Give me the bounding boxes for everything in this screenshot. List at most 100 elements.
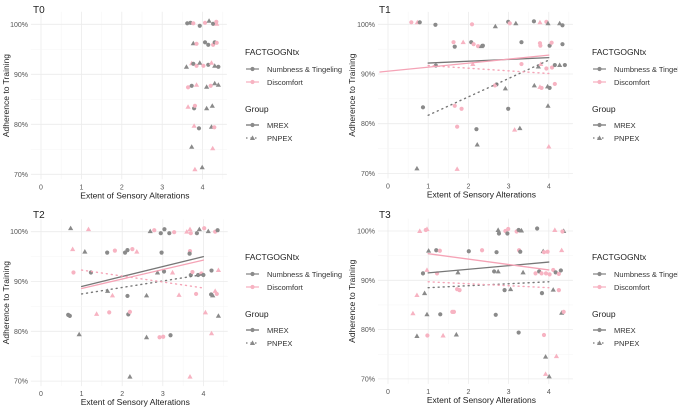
data-point bbox=[539, 291, 545, 296]
data-point bbox=[187, 251, 192, 256]
y-tick-label: 70% bbox=[361, 171, 375, 178]
data-point bbox=[557, 62, 563, 68]
data-point bbox=[161, 334, 166, 339]
y-tick-label: 100% bbox=[10, 22, 28, 29]
legend-title-group: Group bbox=[245, 104, 269, 114]
data-point bbox=[68, 225, 74, 231]
data-point bbox=[538, 61, 544, 67]
data-point bbox=[474, 127, 479, 132]
trend-line bbox=[427, 56, 550, 64]
panel-t2: T2 0 1 2 3 4 70% 80% 90% 100% Extent of Sensory Al… bbox=[1, 210, 342, 407]
data-point bbox=[67, 313, 72, 318]
data-point bbox=[82, 249, 88, 254]
data-point bbox=[519, 61, 524, 67]
data-point bbox=[479, 248, 485, 253]
data-point bbox=[134, 249, 140, 254]
legend-key-marker bbox=[597, 327, 602, 333]
y-axis-title: Adherence to Training bbox=[1, 261, 11, 344]
x-tick-label: 2 bbox=[466, 183, 470, 190]
panel-title: T1 bbox=[379, 5, 391, 16]
x-axis-title: Extent of Sensory Alterations bbox=[80, 190, 189, 200]
data-point bbox=[451, 309, 457, 314]
legend-item: MREX bbox=[614, 326, 636, 335]
data-point bbox=[188, 231, 193, 236]
data-point bbox=[105, 250, 110, 255]
data-point bbox=[187, 374, 193, 379]
data-point bbox=[531, 82, 537, 88]
x-tick-label: 3 bbox=[161, 391, 165, 398]
data-point bbox=[513, 20, 519, 26]
data-point bbox=[556, 288, 561, 293]
data-point bbox=[553, 353, 560, 359]
data-point bbox=[543, 271, 549, 276]
grid bbox=[377, 218, 573, 384]
data-point bbox=[196, 226, 202, 232]
data-point bbox=[193, 82, 200, 87]
data-point bbox=[127, 309, 133, 314]
data-point bbox=[147, 228, 153, 234]
data-point bbox=[414, 165, 420, 171]
y-tick-label: 100% bbox=[357, 22, 375, 29]
x-tick-label: 0 bbox=[39, 184, 43, 191]
data-point bbox=[434, 248, 439, 253]
x-tick-label: 4 bbox=[201, 391, 205, 398]
data-point bbox=[506, 226, 511, 232]
data-point bbox=[197, 60, 203, 65]
data-point bbox=[192, 166, 198, 172]
data-point bbox=[496, 231, 502, 236]
data-point bbox=[215, 228, 220, 233]
data-point bbox=[143, 292, 150, 298]
data-point bbox=[547, 272, 552, 277]
data-point bbox=[189, 83, 194, 88]
y-tick-label: 70% bbox=[14, 379, 28, 386]
data-point bbox=[425, 333, 430, 338]
points bbox=[409, 19, 567, 171]
data-point bbox=[202, 309, 209, 315]
data-point bbox=[560, 229, 565, 234]
data-point bbox=[535, 63, 541, 69]
data-point bbox=[208, 60, 215, 65]
x-tick-label: 1 bbox=[426, 389, 430, 396]
data-point bbox=[507, 21, 512, 26]
legend-title-factgogntx: FACTGOGNtx bbox=[592, 47, 647, 57]
data-point bbox=[212, 288, 218, 293]
data-point bbox=[215, 267, 222, 272]
data-point bbox=[460, 39, 466, 45]
data-point bbox=[438, 312, 443, 317]
data-point bbox=[414, 292, 420, 298]
legend-title-factgogntx: FACTGOGNtx bbox=[245, 252, 300, 262]
data-point bbox=[433, 22, 438, 27]
legend-title-group: Group bbox=[245, 309, 269, 319]
legend-key-marker bbox=[249, 340, 256, 345]
data-point bbox=[516, 330, 521, 335]
data-point bbox=[475, 44, 481, 49]
points bbox=[66, 225, 222, 379]
data-point bbox=[192, 103, 198, 108]
panel-title: T2 bbox=[33, 210, 45, 221]
y-tick-label: 70% bbox=[14, 172, 28, 179]
data-point bbox=[187, 226, 193, 232]
y-tick-label: 70% bbox=[361, 376, 375, 383]
data-point bbox=[214, 40, 219, 45]
data-point bbox=[201, 272, 206, 278]
trend-line bbox=[80, 273, 205, 295]
data-point bbox=[185, 85, 191, 90]
data-point bbox=[158, 231, 163, 236]
x-tick-label: 3 bbox=[507, 389, 511, 396]
points bbox=[183, 18, 221, 172]
legend-item: PNPEX bbox=[267, 339, 292, 348]
data-point bbox=[215, 313, 222, 318]
data-point bbox=[424, 226, 430, 231]
y-tick-label: 100% bbox=[357, 229, 375, 236]
data-point bbox=[533, 271, 538, 276]
data-point bbox=[204, 84, 210, 89]
data-point bbox=[216, 64, 221, 69]
data-point bbox=[518, 227, 525, 233]
data-point bbox=[154, 269, 161, 275]
legend: FACTGOGNtx Numbness & Tingeling Discomfort… bbox=[245, 47, 342, 143]
data-point bbox=[208, 330, 215, 336]
data-point bbox=[202, 20, 208, 25]
data-point bbox=[542, 354, 549, 359]
grid bbox=[30, 11, 227, 180]
legend-item: Numbness & Tingeling bbox=[614, 270, 678, 279]
